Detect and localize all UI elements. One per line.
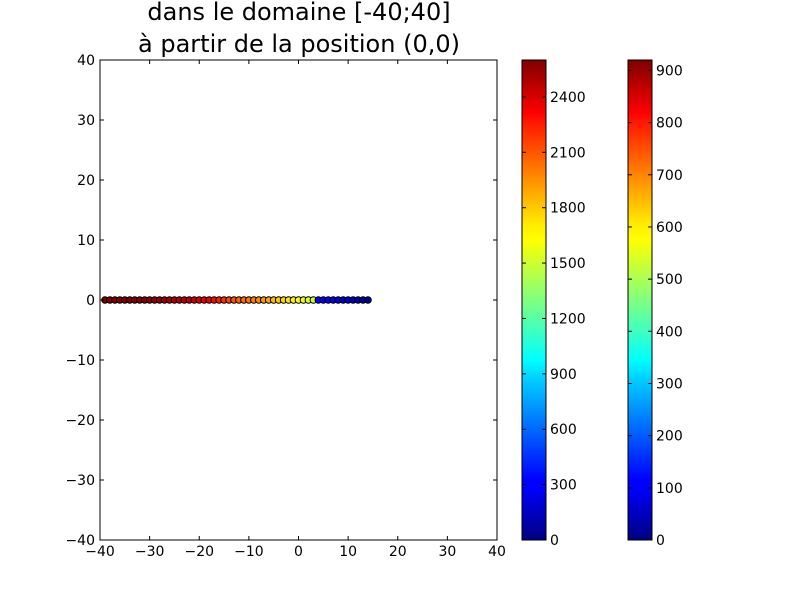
colorbar-tick-label: 500: [656, 272, 683, 288]
colorbar-1-gradient: [521, 59, 547, 541]
scatter-point: [364, 296, 372, 304]
colorbar-tick-label: 600: [550, 422, 577, 438]
colorbar-tick-label: 0: [550, 533, 559, 549]
chart-title-line-1: dans le domaine [-40;40]: [147, 0, 450, 26]
colorbar-tick-label: 0: [656, 533, 665, 549]
y-tick-label: 20: [77, 173, 95, 189]
colorbar-tick-label: 200: [656, 429, 683, 445]
colorbar-tick-label: 900: [656, 63, 683, 79]
colorbar-tick-label: 1800: [550, 201, 586, 217]
y-tick-label: 40: [77, 53, 95, 69]
y-tick-label: −10: [65, 353, 95, 369]
colorbar-tick-label: 300: [550, 478, 577, 494]
y-tick-label: −30: [65, 473, 95, 489]
colorbar-tick-label: 700: [656, 168, 683, 184]
colorbar-tick-label: 400: [656, 324, 683, 340]
y-tick-label: −20: [65, 413, 95, 429]
colorbar-tick-label: 300: [656, 376, 683, 392]
colorbar-tick-label: 1500: [550, 256, 586, 272]
x-tick-label: 40: [488, 544, 506, 560]
x-tick-label: −20: [184, 544, 214, 560]
colorbar-tick-label: 100: [656, 481, 683, 497]
x-tick-label: 20: [389, 544, 407, 560]
x-tick-label: −30: [135, 544, 165, 560]
x-tick-label: 30: [438, 544, 456, 560]
colorbar-tick-label: 1200: [550, 311, 586, 327]
y-tick-label: 0: [86, 293, 95, 309]
x-tick-label: −10: [234, 544, 264, 560]
colorbar-tick-label: 2400: [550, 90, 586, 106]
colorbar-1: 0 300 600 900 1200 1500 1800 2100 2400: [521, 59, 586, 549]
x-tick-label: −40: [85, 544, 115, 560]
colorbar-tick-label: 900: [550, 367, 577, 383]
colorbar-2-gradient: [627, 59, 653, 541]
y-tick-label: 30: [77, 113, 95, 129]
colorbar-2: 0 100 200 300 400 500 600 700 800 900: [627, 59, 683, 549]
colorbar-tick-label: 2100: [550, 145, 586, 161]
chart-title-line-2: à partir de la position (0,0): [138, 30, 460, 58]
y-tick-label: −40: [65, 533, 95, 549]
x-tick-label: 0: [294, 544, 303, 560]
x-tick-label: 10: [339, 544, 357, 560]
y-tick-label: 10: [77, 233, 95, 249]
colorbar-tick-label: 800: [656, 116, 683, 132]
plot-area: [101, 296, 372, 304]
colorbar-tick-label: 600: [656, 220, 683, 236]
